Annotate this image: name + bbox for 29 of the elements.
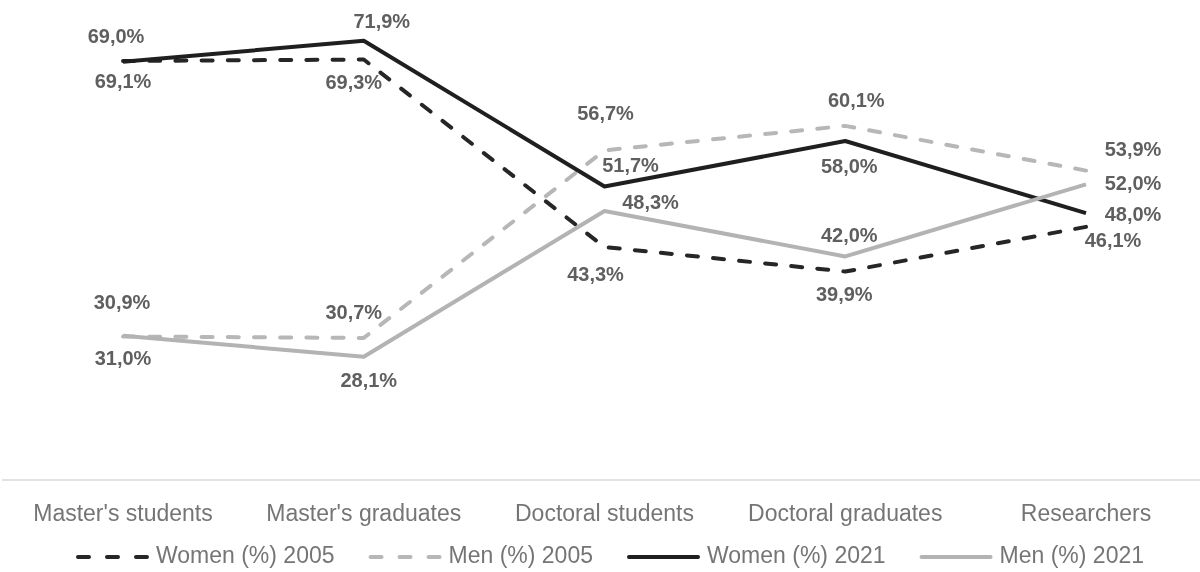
legend-label: Women (%) 2005 [155, 542, 335, 569]
data-label: 51,7% [602, 153, 660, 176]
x-tick-label: Researchers [1020, 500, 1152, 527]
data-label: 52,0% [1104, 171, 1162, 194]
data-label: 46,1% [1084, 229, 1142, 252]
data-label: 71,9% [353, 10, 411, 33]
data-label: 39,9% [815, 282, 873, 305]
x-tick-label: Doctoral students [515, 500, 694, 527]
x-tick-label: Doctoral graduates [748, 500, 943, 527]
data-label: 69,3% [325, 70, 383, 93]
data-label: 48,0% [1104, 203, 1162, 226]
data-label: 69,0% [87, 24, 145, 47]
data-label: 42,0% [820, 223, 878, 246]
data-label: 56,7% [577, 101, 635, 124]
data-label: 30,7% [325, 301, 383, 324]
data-label: 53,9% [1104, 137, 1162, 160]
data-label: 69,1% [94, 70, 152, 93]
data-label: 43,3% [567, 263, 625, 286]
data-label: 48,3% [622, 191, 680, 214]
data-label: 30,9% [93, 290, 151, 313]
legend-label: Men (%) 2005 [448, 542, 593, 569]
data-label: 31,0% [94, 347, 152, 370]
x-tick-label: Master's graduates [266, 500, 462, 527]
data-label: 60,1% [827, 89, 885, 112]
legend-label: Women (%) 2021 [707, 542, 886, 569]
x-tick-label: Master's students [33, 500, 213, 527]
data-label: 58,0% [820, 155, 878, 178]
legend-label: Men (%) 2021 [999, 542, 1145, 569]
data-label: 28,1% [340, 368, 398, 391]
